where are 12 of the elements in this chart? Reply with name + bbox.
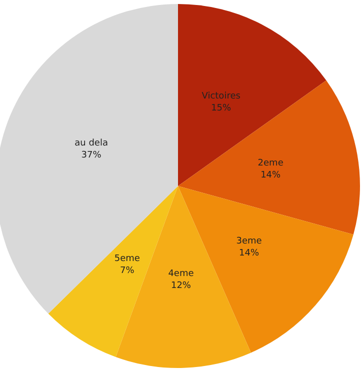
data-label: 7%	[120, 266, 135, 276]
slice-label: 3eme	[236, 236, 262, 247]
data-label: 15%	[211, 103, 232, 114]
slice-label: 4eme	[168, 268, 194, 279]
data-label: 12%	[170, 280, 192, 291]
data-label: 14%	[260, 170, 282, 181]
slice-label: 5eme	[114, 254, 140, 264]
data-label: 37%	[81, 150, 102, 161]
slice-label: 2eme	[258, 158, 284, 169]
slice-label: Victoires	[202, 91, 241, 102]
data-label: 14%	[239, 248, 260, 259]
slice-label: au dela	[74, 138, 108, 149]
